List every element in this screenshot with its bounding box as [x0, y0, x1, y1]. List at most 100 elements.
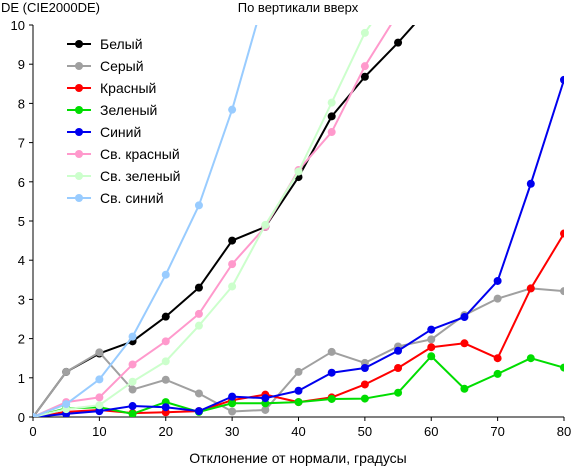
data-point — [493, 294, 502, 303]
data-point — [228, 407, 237, 416]
legend-swatch-marker — [75, 106, 83, 114]
data-point — [360, 364, 369, 372]
data-point — [493, 276, 502, 285]
legend-label: Св. зеленый — [100, 168, 180, 184]
legend-label: Зеленый — [100, 102, 157, 118]
series-2 — [33, 284, 564, 417]
data-point — [261, 220, 270, 229]
legend-swatch-marker — [75, 84, 83, 92]
data-point — [360, 380, 369, 389]
legend-label: Белый — [100, 36, 143, 52]
data-point — [327, 98, 336, 107]
legend-item: Белый — [67, 36, 143, 52]
legend-swatch-marker — [75, 150, 83, 158]
data-point — [526, 354, 535, 363]
x-tick-label: 20 — [159, 424, 173, 439]
series-line — [33, 25, 392, 417]
legend-swatch-marker — [75, 172, 83, 180]
series-5 — [33, 75, 564, 417]
data-point — [560, 363, 564, 372]
data-point — [394, 388, 403, 397]
legend-item: Св. красный — [67, 146, 180, 162]
data-point — [128, 332, 137, 341]
legend-label: Св. красный — [100, 146, 180, 162]
y-tick-label: 7 — [18, 136, 25, 151]
data-point — [228, 282, 237, 291]
data-point — [360, 394, 369, 403]
data-point — [493, 369, 502, 378]
legend-swatch-marker — [75, 194, 83, 202]
y-tick-label: 1 — [18, 371, 25, 386]
data-point — [62, 400, 71, 409]
data-point — [128, 360, 137, 369]
data-point — [327, 128, 336, 137]
y-tick-label: 0 — [18, 410, 25, 425]
x-tick-label: 70 — [490, 424, 504, 439]
data-point — [560, 229, 564, 238]
data-point — [95, 393, 104, 402]
series-line — [33, 25, 258, 417]
legend-swatch-marker — [75, 62, 83, 70]
data-point — [427, 1, 435, 9]
data-point — [33, 413, 37, 417]
data-point — [261, 405, 270, 414]
y-axis-label: DE (CIE2000DE) — [1, 0, 100, 15]
data-point — [161, 312, 170, 321]
legend-item: Синий — [67, 124, 141, 140]
data-point — [360, 72, 369, 81]
legend-item: Зеленый — [67, 102, 157, 118]
data-point — [394, 38, 403, 47]
legend-label: Серый — [100, 58, 144, 74]
data-point — [128, 402, 137, 411]
data-point — [427, 335, 436, 344]
data-point — [128, 409, 137, 417]
data-point — [194, 321, 203, 330]
legend-item: Св. зеленый — [67, 168, 180, 184]
series-6 — [33, 9, 402, 417]
data-point — [161, 337, 170, 346]
data-point — [327, 368, 336, 377]
data-point — [161, 375, 170, 384]
data-point — [294, 386, 303, 395]
y-tick-label: 2 — [18, 332, 25, 347]
data-point — [161, 357, 170, 366]
series-line — [33, 355, 564, 417]
data-point — [194, 389, 203, 398]
data-point — [95, 348, 104, 357]
data-point — [394, 9, 402, 17]
legend-item: Красный — [67, 80, 156, 96]
data-point — [360, 28, 369, 37]
data-point — [228, 260, 237, 269]
data-point — [294, 367, 303, 376]
data-point — [161, 270, 170, 279]
data-point — [394, 364, 403, 372]
legend-label: Красный — [100, 80, 156, 96]
data-point — [194, 283, 203, 292]
data-point — [394, 346, 403, 355]
axes: 0 1 2 3 4 5 6 7 8 9 10 0 10 20 30 40 50 60 70 80 — [11, 18, 571, 439]
data-point — [427, 343, 436, 352]
x-tick-label: 0 — [29, 424, 36, 439]
y-tick-label: 10 — [11, 18, 25, 33]
data-point — [228, 392, 237, 401]
legend-swatch-marker — [75, 128, 83, 136]
data-point — [427, 352, 436, 361]
x-tick-label: 60 — [424, 424, 438, 439]
legend-item: Св. синий — [67, 190, 164, 206]
y-tick-label: 8 — [18, 96, 25, 111]
data-point — [560, 75, 564, 84]
legend: Белый Серый Красный Зеленый Синий Св. красный… — [67, 36, 180, 206]
legend-label: Св. синий — [100, 190, 164, 206]
data-point — [526, 179, 535, 188]
data-point — [460, 339, 469, 348]
data-point — [128, 385, 137, 394]
y-tick-label: 6 — [18, 175, 25, 190]
data-point — [261, 394, 270, 403]
data-point — [294, 167, 303, 176]
x-tick-label: 30 — [225, 424, 239, 439]
data-point — [62, 367, 71, 376]
data-point — [194, 309, 203, 318]
data-point — [161, 403, 170, 412]
y-tick-label: 5 — [18, 214, 25, 229]
